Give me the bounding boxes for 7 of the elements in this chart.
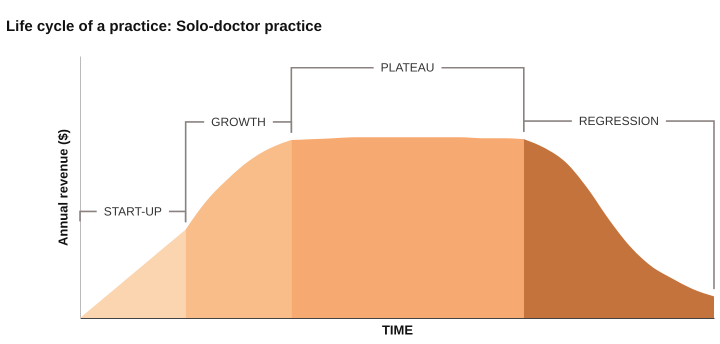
text: PLATEAU xyxy=(380,60,434,75)
text: GROWTH xyxy=(211,114,266,129)
text: REGRESSION xyxy=(578,114,659,128)
y-axis-title: Annual revenue ($) xyxy=(56,128,70,246)
x-axis-title: TIME xyxy=(382,322,414,338)
chart-title: Life cycle of a practice: Solo-doctor practice xyxy=(6,18,322,35)
annotation: START-UP xyxy=(104,204,162,218)
